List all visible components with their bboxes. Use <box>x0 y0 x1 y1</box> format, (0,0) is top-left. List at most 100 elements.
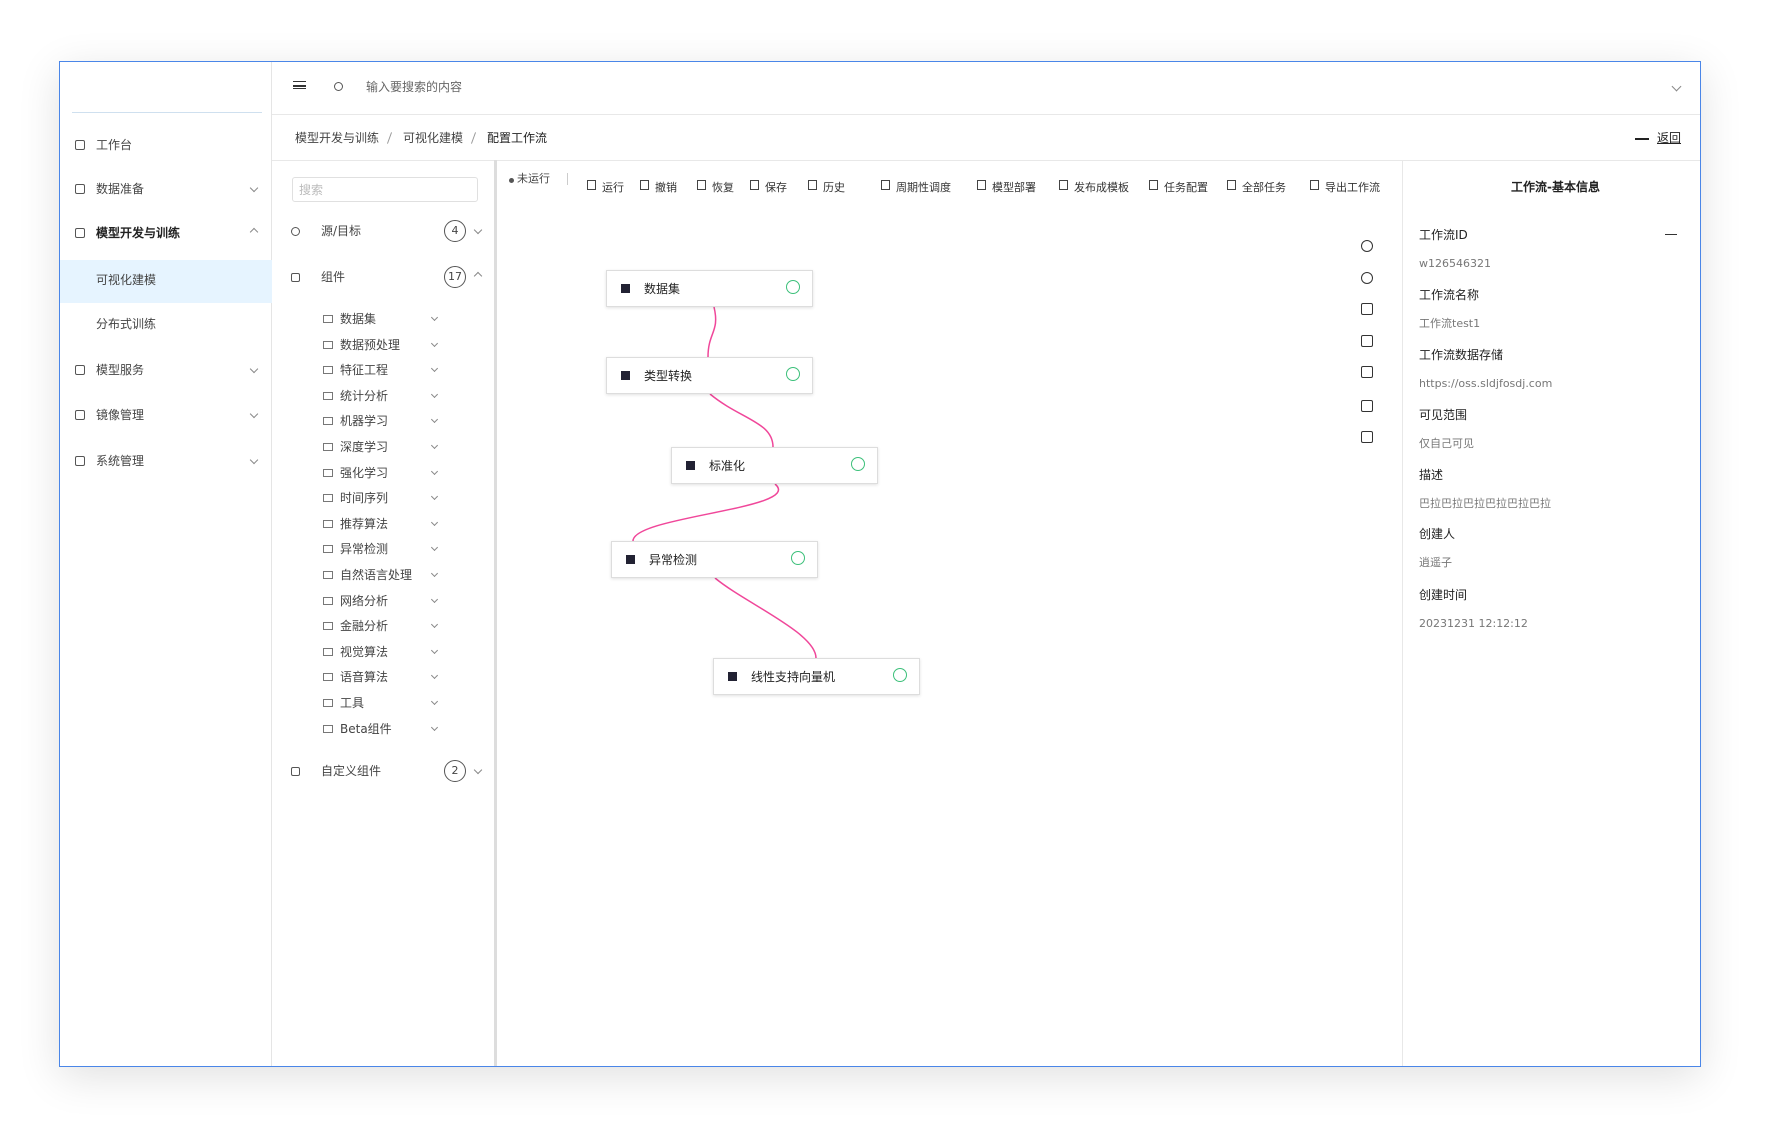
menu-item[interactable]: 模型开发与训练 <box>96 226 181 240</box>
section-count: 17 <box>444 266 466 288</box>
field-value: 逍遥子 <box>1419 556 1452 569</box>
workflow-node[interactable] <box>713 658 920 695</box>
toolbar-button[interactable]: 模型部署 <box>992 181 1036 194</box>
field-value: 巴拉巴拉巴拉巴拉巴拉巴拉 <box>1419 497 1551 510</box>
field-label: 创建人 <box>1419 527 1456 541</box>
toolbar-button[interactable]: 恢复 <box>712 181 734 194</box>
icon <box>977 180 986 190</box>
folder-item[interactable]: 金融分析 <box>340 619 389 634</box>
edit-icon[interactable] <box>1665 225 1677 235</box>
folder-item[interactable]: 深度学习 <box>340 440 389 454</box>
folder-item[interactable]: 机器学习 <box>340 414 389 429</box>
menu-item[interactable]: 镜像管理 <box>96 408 145 422</box>
icon <box>1361 431 1373 443</box>
field-value: 工作流test1 <box>1419 317 1481 330</box>
back-link[interactable]: 返回 <box>1657 131 1682 145</box>
icon <box>75 140 85 150</box>
icon <box>323 519 333 528</box>
icon <box>323 545 333 554</box>
icon <box>323 391 333 400</box>
breadcrumb-item[interactable]: 模型开发与训练 <box>295 131 380 145</box>
toolbar-button[interactable]: 导出工作流 <box>1325 181 1380 194</box>
icon <box>75 410 85 420</box>
node-status <box>851 457 865 471</box>
field-label: 可见范围 <box>1419 408 1468 422</box>
section-label[interactable]: 源/目标 <box>321 224 362 238</box>
toolbar-sep <box>567 173 568 185</box>
node-status <box>786 280 800 294</box>
icon <box>323 417 333 426</box>
folder-item[interactable]: 数据集 <box>340 312 377 326</box>
icon <box>323 340 333 349</box>
menu-item[interactable]: 模型服务 <box>96 363 145 377</box>
field-label: 描述 <box>1419 468 1444 482</box>
folder-item[interactable]: 数据预处理 <box>340 337 401 352</box>
toolbar-button[interactable]: 撤销 <box>655 181 677 194</box>
node-status <box>791 551 805 565</box>
icon <box>587 180 596 190</box>
icon <box>291 226 300 236</box>
section-label[interactable]: 组件 <box>321 270 346 284</box>
menu-item[interactable]: 可视化建模 <box>96 273 157 287</box>
toolbar-button[interactable]: 周期性调度 <box>896 181 951 194</box>
icon <box>323 366 333 375</box>
folder-item[interactable]: 视觉算法 <box>340 644 389 659</box>
menu-item[interactable]: 分布式训练 <box>96 317 157 331</box>
folder-item[interactable]: 工具 <box>340 696 365 710</box>
folder-item[interactable]: 自然语言处理 <box>340 568 413 582</box>
menu-item[interactable]: 系统管理 <box>96 454 145 468</box>
icon <box>1227 180 1236 190</box>
panel-search[interactable] <box>292 177 478 202</box>
icon <box>75 456 85 466</box>
node-status <box>893 668 907 682</box>
node-label: 数据集 <box>644 282 681 296</box>
toolbar-button[interactable]: 运行 <box>602 181 624 194</box>
menu-item[interactable]: 工作台 <box>96 138 133 152</box>
menu-item[interactable]: 数据准备 <box>96 182 145 196</box>
workflow-node[interactable] <box>606 270 813 307</box>
folder-item[interactable]: 时间序列 <box>340 491 389 506</box>
icon <box>323 699 333 707</box>
edge <box>714 577 817 659</box>
icon <box>323 596 333 605</box>
icon <box>626 554 635 564</box>
section-label[interactable]: 自定义组件 <box>321 764 382 778</box>
icon <box>323 724 333 733</box>
search-input[interactable]: 输入要搜索的内容 <box>366 80 463 94</box>
toolbar-button[interactable]: 任务配置 <box>1164 181 1208 194</box>
node-label: 标准化 <box>709 459 746 473</box>
folder-item[interactable]: 统计分析 <box>340 388 389 403</box>
toolbar-button[interactable]: 发布成模板 <box>1074 181 1129 194</box>
icon <box>75 228 85 238</box>
toolbar-button[interactable]: 保存 <box>765 181 787 194</box>
field-label: 创建时间 <box>1419 588 1468 602</box>
icon <box>697 180 706 190</box>
breadcrumb-item[interactable]: 可视化建模 <box>403 131 464 145</box>
icon <box>323 647 333 656</box>
folder-item[interactable]: 异常检测 <box>340 542 389 557</box>
toolbar-button[interactable]: 全部任务 <box>1242 181 1286 194</box>
folder-item[interactable]: 语音算法 <box>340 670 389 685</box>
menu-toggle[interactable] <box>293 81 306 89</box>
run-status: 未运行 <box>517 172 550 185</box>
node-label: 异常检测 <box>649 553 698 567</box>
breadcrumb-border <box>272 160 1700 161</box>
icon <box>323 468 333 477</box>
panel-search-placeholder: 搜索 <box>299 183 324 197</box>
workflow-node[interactable] <box>606 357 813 394</box>
folder-item[interactable]: 推荐算法 <box>340 516 389 531</box>
workflow-node[interactable] <box>671 447 878 484</box>
folder-item[interactable]: 强化学习 <box>340 465 389 480</box>
icon <box>291 272 300 282</box>
folder-item[interactable]: Beta组件 <box>340 721 392 736</box>
workflow-node[interactable] <box>611 541 818 578</box>
folder-item[interactable]: 网络分析 <box>340 593 389 608</box>
icon <box>750 180 759 190</box>
icon <box>1361 335 1373 347</box>
toolbar-button[interactable]: 历史 <box>823 181 845 194</box>
edge <box>632 483 780 542</box>
icon <box>334 81 343 91</box>
topbar-border <box>272 114 1700 115</box>
icon <box>1149 180 1158 190</box>
folder-item[interactable]: 特征工程 <box>340 363 389 378</box>
